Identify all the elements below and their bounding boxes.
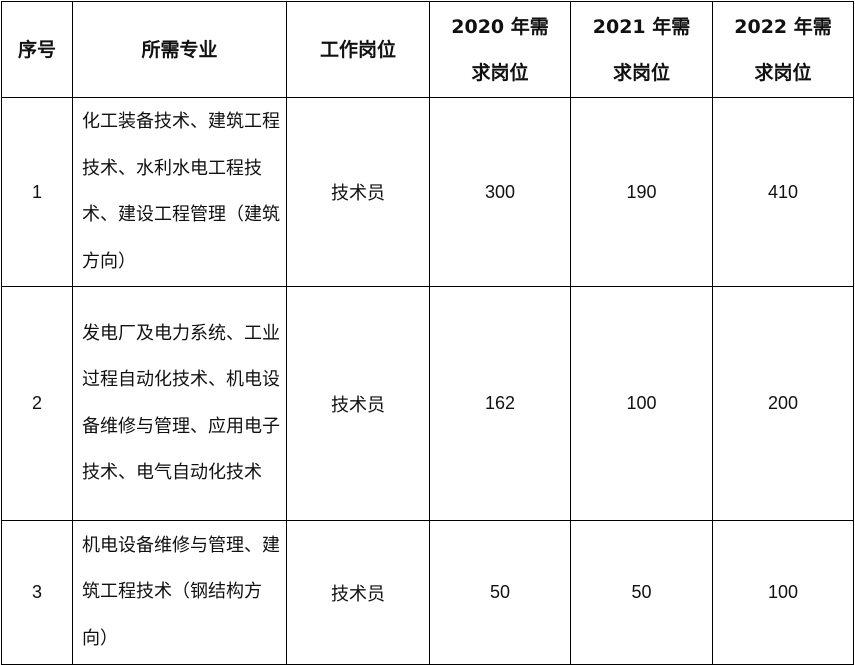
header-2021: 2021 年需求岗位 [570,1,713,98]
row-2020: 50 [429,520,571,665]
row-index: 2 [1,286,73,521]
row-2022: 200 [712,286,854,521]
row-2021: 190 [570,97,713,287]
row-index: 1 [1,97,73,287]
header-2022: 2022 年需求岗位 [712,1,854,98]
table-row: 2 发电厂及电力系统、工业过程自动化技术、机电设备维修与管理、应用电子技术、电气… [1,286,854,521]
header-index: 序号 [1,1,73,98]
row-2021: 100 [570,286,713,521]
header-row: 序号 所需专业 工作岗位 2020 年需求岗位 2021 年需求岗位 2022 … [1,1,854,98]
table-row: 1 化工装备技术、建筑工程技术、水利水电工程技术、建设工程管理（建筑方向） 技术… [1,97,854,287]
row-major: 化工装备技术、建筑工程技术、水利水电工程技术、建设工程管理（建筑方向） [72,97,287,287]
row-position: 技术员 [286,520,430,665]
row-2020: 162 [429,286,571,521]
row-2022: 100 [712,520,854,665]
row-major: 发电厂及电力系统、工业过程自动化技术、机电设备维修与管理、应用电子技术、电气自动… [72,286,287,521]
header-major: 所需专业 [72,1,287,98]
row-major: 机电设备维修与管理、建筑工程技术（钢结构方向） [72,520,287,665]
header-position: 工作岗位 [286,1,430,98]
row-position: 技术员 [286,97,430,287]
row-position: 技术员 [286,286,430,521]
row-2020: 300 [429,97,571,287]
row-2022: 410 [712,97,854,287]
row-2021: 50 [570,520,713,665]
table-row: 3 机电设备维修与管理、建筑工程技术（钢结构方向） 技术员 50 50 100 [1,520,854,665]
row-index: 3 [1,520,73,665]
header-2020: 2020 年需求岗位 [429,1,571,98]
